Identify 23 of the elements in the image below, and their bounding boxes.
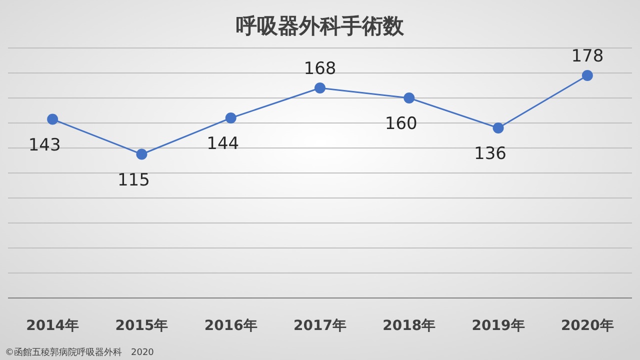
data-label: 160 xyxy=(384,114,418,134)
point xyxy=(404,92,415,104)
x-tick-label: 2016年 xyxy=(204,318,258,334)
data-label: 115 xyxy=(117,170,150,190)
data-label: 178 xyxy=(571,46,604,66)
data-label: 144 xyxy=(206,134,240,154)
point xyxy=(314,82,326,94)
chart-title: 呼吸器外科手術数 xyxy=(236,14,405,38)
x-tick-label: 2018年 xyxy=(382,318,436,334)
point xyxy=(582,70,593,81)
x-tick-label: 2017年 xyxy=(294,318,346,334)
point xyxy=(136,148,148,160)
point xyxy=(225,112,236,124)
point xyxy=(492,122,504,134)
data-label: 136 xyxy=(474,144,507,164)
x-tick-label: 2015年 xyxy=(115,318,168,334)
data-label: 143 xyxy=(28,135,61,156)
point xyxy=(47,114,58,125)
text: ©函館五稜郭病院呼吸器外科 2020 xyxy=(5,347,154,358)
x-tick-label: 2020年 xyxy=(560,318,614,334)
x-tick-label: 2014年 xyxy=(26,318,80,334)
x-tick-label: 2019年 xyxy=(472,318,525,334)
data-label: 168 xyxy=(304,59,336,79)
